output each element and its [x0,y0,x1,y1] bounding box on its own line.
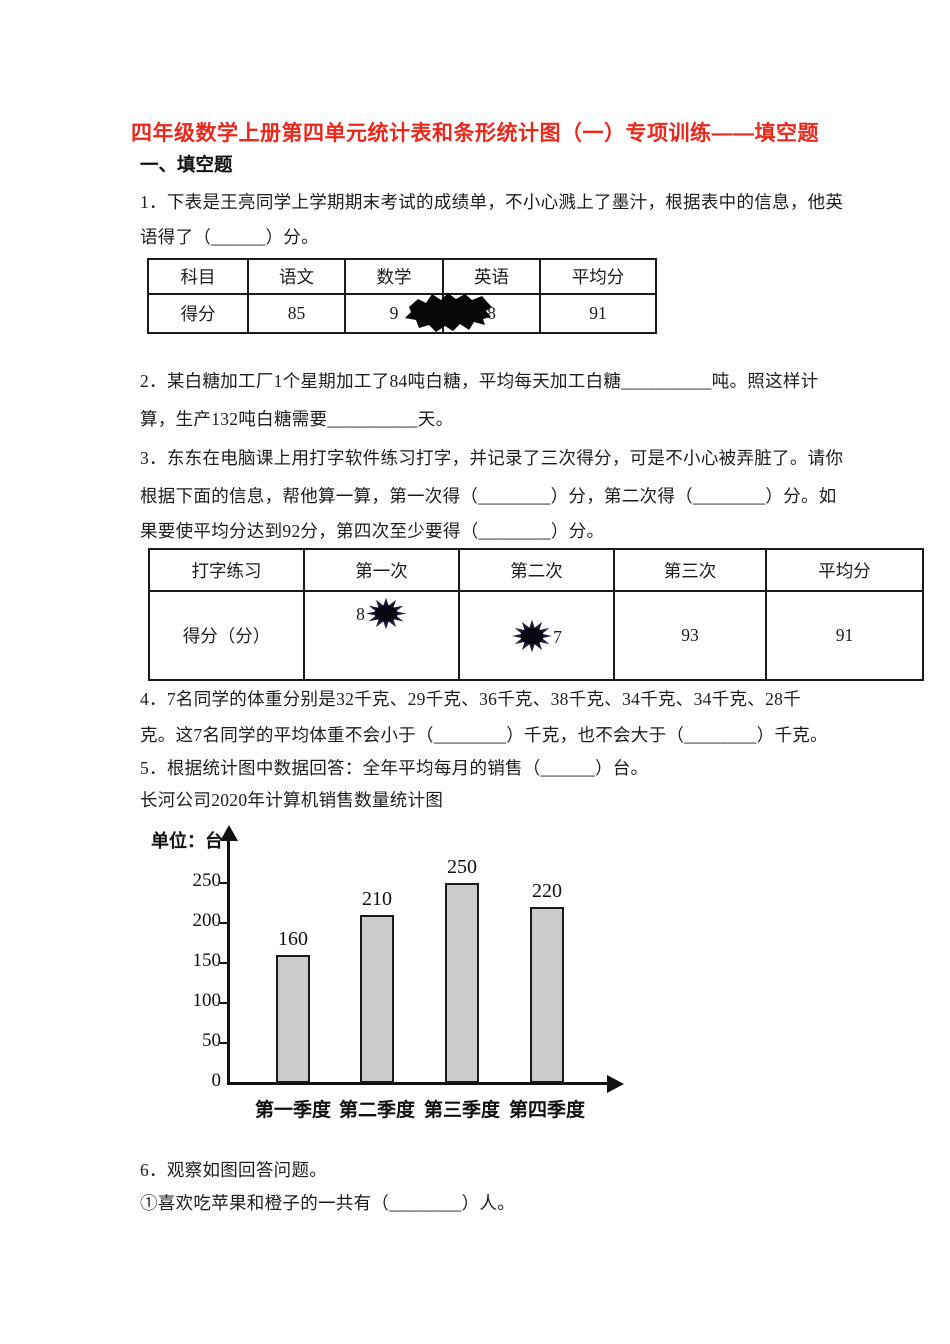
sales-bar-chart: 单位：台 0 50 100 150 200 250 160 第一季度 210 第二季度 250 第三季… [149,825,669,1137]
table-header-cell: 英语 [442,258,541,295]
bar-value-label: 160 [278,928,308,950]
chart-caption: 长河公司2020年计算机销售数量统计图 [140,790,444,810]
ink-splat-icon [512,619,553,652]
y-tick-label: 0 [211,1070,222,1091]
table-header-cell: 数学 [344,258,444,295]
table-row-label: 得分（分） [148,590,305,681]
question-1-line-1: 1．下表是王亮同学上学期期末考试的成绩单，不小心溅上了墨汁，根据表中的信息，他英 [140,192,844,212]
scores-table: 科目 语文 数学 英语 平均分 得分 85 9 8 91 [147,258,657,334]
y-axis [227,838,230,1085]
y-tick-label: 200 [192,910,222,931]
table-cell-second-score: 7 [458,590,615,681]
table-cell-english-score: 8 [442,293,541,334]
x-category-label: 第三季度 [423,1100,500,1121]
table-cell-average-score: 91 [539,293,657,334]
table-header-cell: 第三次 [613,548,767,592]
bar [530,907,564,1083]
question-2-line-2: 算，生产132吨白糖需要__________天。 [140,409,454,429]
y-axis-arrow-icon [219,825,238,841]
table-header-cell: 平均分 [539,258,657,295]
page-title: 四年级数学上册第四单元统计表和条形统计图（一）专项训练——填空题 [131,122,819,145]
bar [445,883,479,1083]
typing-table: 打字练习 第一次 第二次 第三次 平均分 得分（分） 8 7 93 91 [148,548,924,681]
x-axis-arrow-icon [607,1074,624,1093]
first-score-visible-digit: 8 [356,604,365,624]
table-header-cell: 第二次 [458,548,615,592]
question-6-line-2: ①喜欢吃苹果和橙子的一共有（________）人。 [140,1193,515,1213]
y-tick-label: 250 [192,870,222,891]
y-tick-mark [220,1002,229,1004]
table-cell-third-score: 93 [613,590,767,681]
y-tick-label: 50 [202,1030,221,1051]
y-tick-mark [220,962,229,964]
table-row-label: 得分 [147,293,249,334]
table-header-cell: 第一次 [303,548,460,592]
y-tick-mark [220,922,229,924]
question-3-line-1: 3．东东在电脑课上用打字软件练习打字，并记录了三次得分，可是不小心被弄脏了。请你 [140,448,844,468]
table-cell-math-score: 9 [344,293,444,334]
y-tick-label: 150 [192,950,222,971]
second-score-visible-digit: 7 [553,626,562,647]
y-tick-label: 100 [192,990,222,1011]
question-6-line-1: 6．观察如图回答问题。 [140,1160,328,1180]
question-4-line-2: 克。这7名同学的平均体重不会小于（________）千克，也不会大于（_____… [140,725,828,745]
bar [360,915,394,1083]
x-category-label: 第二季度 [338,1100,415,1121]
table-cell-average-score: 91 [765,590,924,681]
scores-table-q1: 科目 语文 数学 英语 平均分 得分 85 9 8 91 [147,258,657,334]
table-cell-chinese-score: 85 [247,293,346,334]
question-3-line-2: 根据下面的信息，帮他算一算，第一次得（________）分，第二次得（_____… [140,486,837,506]
table-cell-first-score: 8 [303,590,460,681]
table-header-cell: 平均分 [765,548,924,592]
x-category-label: 第四季度 [508,1100,585,1121]
question-1-line-2: 语得了（______）分。 [140,227,319,247]
bar-value-label: 210 [362,888,392,910]
question-2-line-1: 2．某白糖加工厂1个星期加工了84吨白糖，平均每天加工白糖__________吨… [140,371,819,391]
table-header-cell: 语文 [247,258,346,295]
table-header-cell: 科目 [147,258,249,295]
question-5-line-1: 5．根据统计图中数据回答：全年平均每月的销售（______）台。 [140,758,649,778]
question-4-line-1: 4．7名同学的体重分别是32千克、29千克、36千克、38千克、34千克、34千… [140,689,801,709]
chart-unit-label: 单位：台 [151,831,223,851]
question-3-line-3: 果要使平均分达到92分，第四次至少要得（________）分。 [140,521,605,541]
y-tick-mark [220,882,229,884]
typing-scores-table-q3: 打字练习 第一次 第二次 第三次 平均分 得分（分） 8 7 93 91 [148,548,924,681]
bar-value-label: 250 [447,856,477,878]
y-tick-mark [220,1042,229,1044]
ink-splat-icon [365,597,406,630]
x-axis [227,1082,609,1085]
bar [276,955,310,1083]
bar-value-label: 220 [532,880,562,902]
section-heading: 一、填空题 [140,154,233,175]
table-header-cell: 打字练习 [148,548,305,592]
x-category-label: 第一季度 [254,1100,331,1121]
